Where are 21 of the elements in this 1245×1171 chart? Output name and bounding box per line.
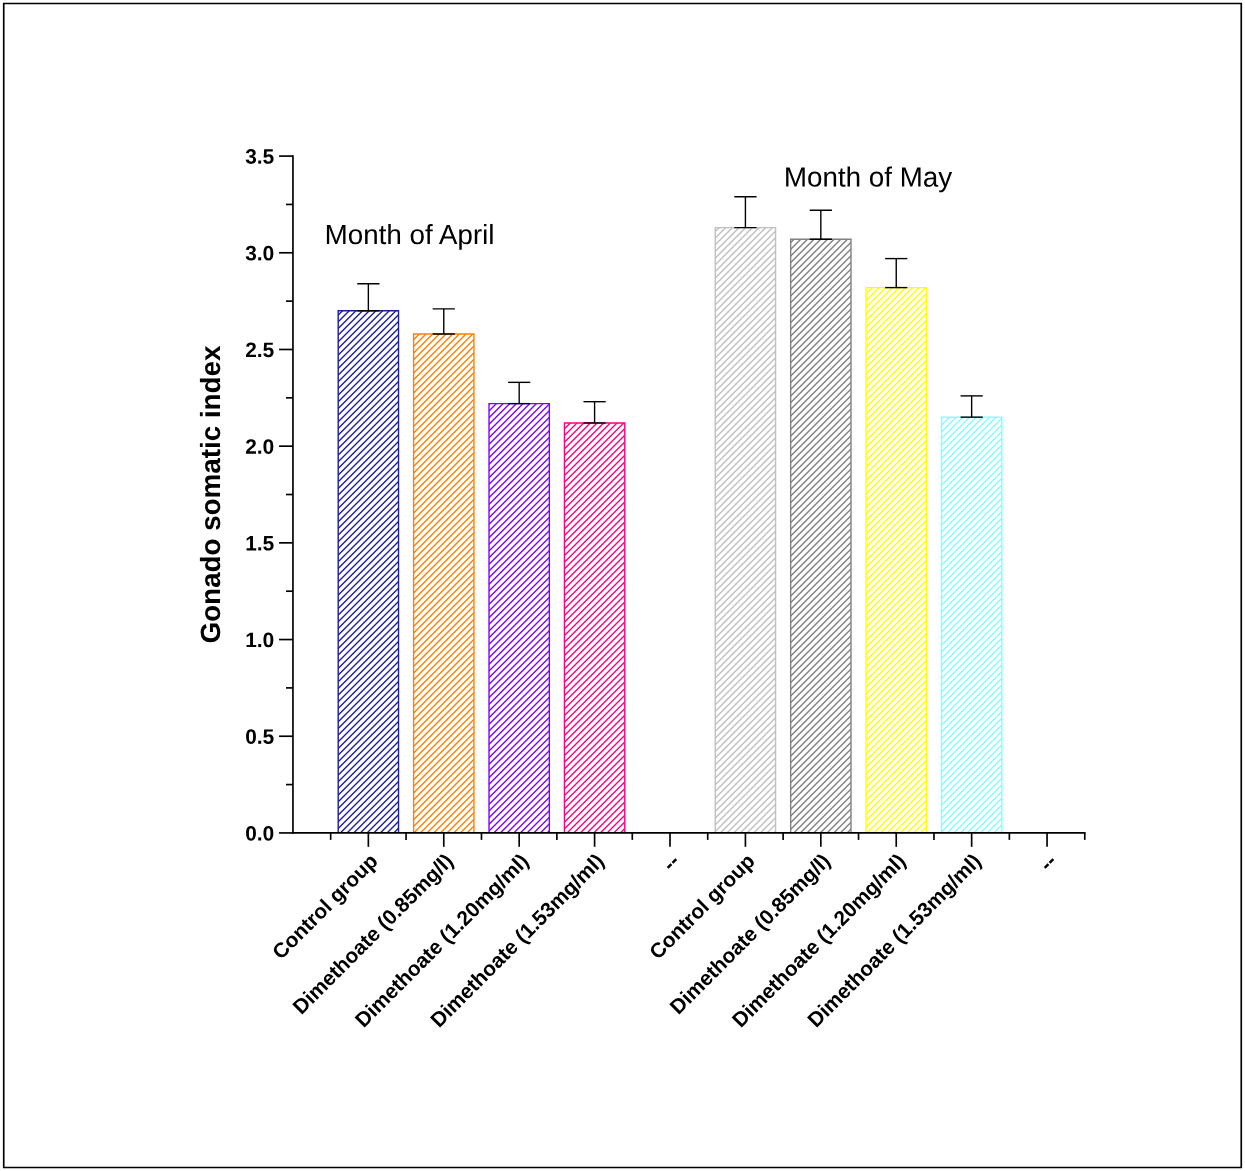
y-tick-label: 2.5	[245, 342, 274, 358]
y-tick-label: 0.5	[246, 729, 274, 744]
bar	[865, 286, 928, 833]
bar	[789, 238, 852, 833]
y-tick-label: 1.0	[246, 632, 274, 648]
bar	[563, 422, 626, 833]
x-tick-label: --	[1043, 858, 1055, 869]
y-tick-label: 1.5	[246, 536, 274, 551]
y-tick-label: 0.0	[246, 825, 274, 841]
bar	[940, 416, 1003, 833]
bar	[488, 402, 551, 833]
annotation: Month of May	[786, 166, 953, 193]
bar	[337, 310, 400, 833]
y-tick-label: 3.5	[245, 149, 274, 164]
x-tick-label: --	[666, 858, 678, 869]
y-tick-label: 2.0	[245, 439, 274, 454]
bar	[412, 333, 475, 833]
annotation: Month of April	[326, 223, 493, 250]
y-axis-title: Gonado somatic index	[199, 345, 221, 643]
y-tick-label: 3.0	[245, 245, 274, 261]
bar	[714, 226, 777, 833]
